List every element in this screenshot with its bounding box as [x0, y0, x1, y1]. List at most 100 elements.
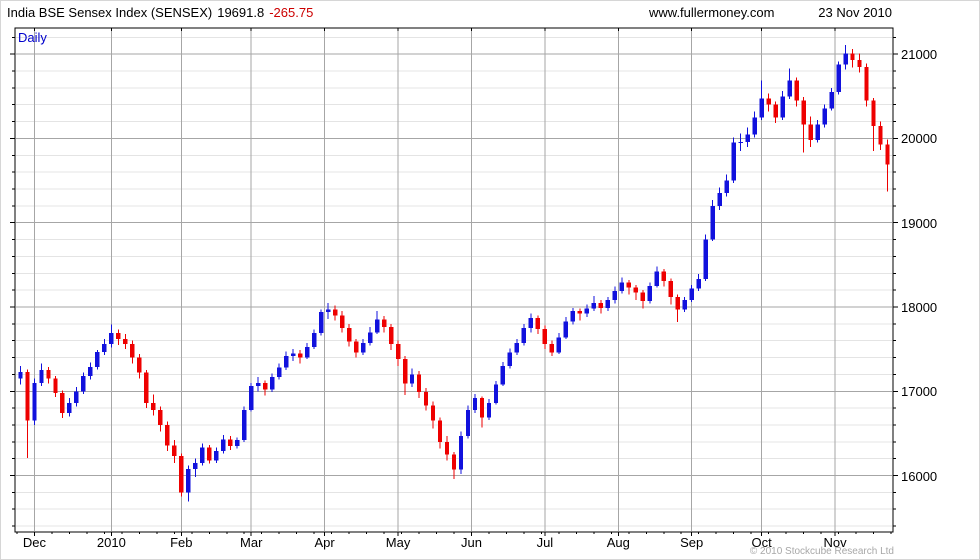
candle-down [416, 374, 422, 393]
candle-down [395, 344, 401, 360]
candle-up [759, 98, 764, 118]
candle-up [277, 367, 282, 377]
candle-up [696, 279, 701, 289]
candle-down [801, 100, 806, 125]
price-change: -265.75 [269, 5, 314, 20]
candle-up [325, 309, 331, 313]
candle-down [577, 311, 583, 314]
candle-down [263, 382, 268, 390]
candle-up [304, 346, 310, 358]
candle-up [409, 374, 415, 384]
copyright-label: © 2010 Stockcube Research Ltd [749, 546, 894, 557]
candle-down [878, 125, 883, 145]
candle-up [570, 311, 576, 322]
candle-up [689, 288, 694, 301]
candle-up [235, 440, 240, 447]
candle-up [605, 300, 611, 308]
candle-down [479, 397, 485, 418]
candle-down [388, 327, 394, 345]
candle-up [612, 290, 618, 301]
x-tick-label: Feb [170, 535, 193, 550]
candle-down [675, 296, 680, 310]
candle-down [640, 292, 645, 302]
candle-down [228, 439, 233, 447]
candle-up [290, 353, 296, 356]
x-tick-label: Jul [536, 535, 554, 550]
candle-down [661, 271, 666, 281]
candle-up [654, 271, 659, 286]
candle-up [591, 302, 597, 309]
x-tick-label: Aug [606, 535, 630, 550]
candle-up [74, 391, 79, 404]
candle-down [535, 317, 541, 329]
candle-down [668, 280, 673, 297]
candle-up [39, 370, 44, 383]
candle-down [626, 282, 631, 288]
candle-up [465, 409, 471, 436]
candle-up [507, 352, 513, 366]
candle-up [843, 53, 848, 65]
candle-down [381, 319, 387, 328]
candle-down [423, 392, 429, 406]
candle-up [738, 141, 743, 143]
candle-up [724, 180, 729, 194]
candle-up [500, 365, 506, 385]
candle-down [339, 315, 345, 329]
y-tick-label: 17000 [901, 384, 938, 400]
last-price: 19691.8 [217, 5, 265, 20]
candle-up [836, 64, 841, 93]
plot-frame [14, 27, 894, 533]
candle-down [857, 60, 862, 67]
candle-up [472, 397, 478, 410]
candle-down [451, 454, 457, 470]
candle-down [179, 456, 184, 493]
candle-down [123, 338, 128, 345]
candle-up [249, 386, 254, 410]
candle-up [458, 435, 464, 470]
candle-down [130, 344, 135, 358]
x-tick-label: Apr [314, 535, 335, 550]
candle-up [18, 371, 23, 379]
page-title: India BSE Sensex Index (SENSEX) 19691.8 -2… [7, 5, 313, 20]
candle-down [137, 357, 142, 373]
candle-up [486, 403, 492, 418]
candle-up [374, 319, 380, 333]
candle-up [514, 343, 520, 353]
candle-up [102, 344, 107, 353]
x-tick-label: Mar [240, 535, 263, 550]
candle-up [780, 96, 785, 118]
candle-up [200, 447, 205, 463]
candle-up [95, 352, 100, 367]
candle-down [430, 405, 436, 421]
candle-up [81, 376, 86, 392]
candle-down [864, 66, 869, 101]
candle-up [88, 366, 93, 377]
x-tick-label: Oct [751, 535, 772, 550]
candle-up [584, 308, 590, 314]
candle-up [815, 124, 820, 141]
x-tick-label: Jun [460, 535, 482, 550]
x-tick-label: Nov [823, 535, 847, 550]
y-tick-label: 19000 [901, 215, 938, 231]
candle-down [808, 124, 813, 141]
candle-down [116, 333, 121, 339]
candle-down [144, 372, 149, 404]
candle-down [46, 370, 51, 379]
website-link[interactable]: www.fullermoney.com [649, 5, 775, 20]
candle-up [521, 328, 527, 344]
candle-up [32, 382, 37, 421]
candle-down [885, 144, 890, 165]
candle-up [270, 376, 275, 390]
x-tick-label: 2010 [96, 535, 126, 550]
y-tick-label: 20000 [901, 131, 938, 147]
date-label: 23 Nov 2010 [818, 5, 892, 20]
candle-up [311, 333, 317, 347]
candle-up [367, 332, 373, 344]
candle-down [542, 328, 548, 345]
candle-down [402, 359, 408, 384]
x-tick-label: Dec [22, 535, 47, 550]
candle-up [731, 142, 736, 181]
candle-up [221, 439, 226, 452]
